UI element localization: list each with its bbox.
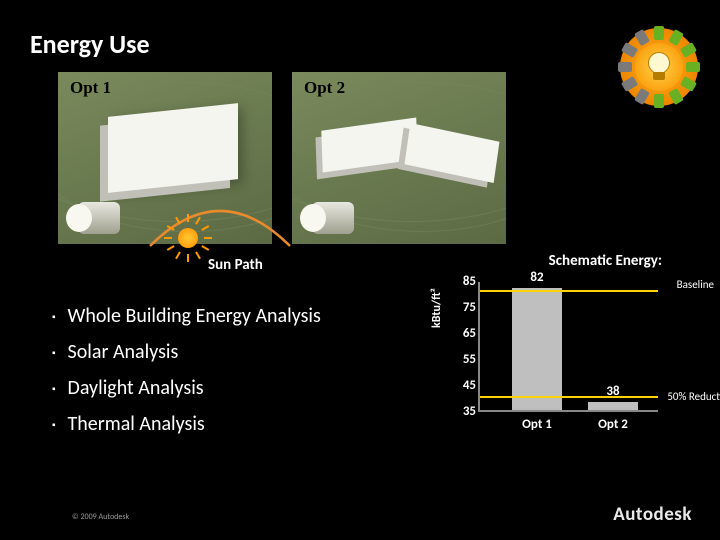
- xtick: Opt 2: [588, 417, 638, 432]
- ytick: 85: [452, 274, 476, 289]
- list-item: Whole Building Energy Analysis: [52, 300, 321, 332]
- baseline-annot: Baseline: [677, 278, 714, 291]
- list-item: Solar Analysis: [52, 336, 321, 368]
- ytick: 65: [452, 326, 476, 341]
- opt1-label: Opt 1: [70, 78, 111, 98]
- energy-badge: [620, 28, 698, 106]
- chart-plot: 85756555453582Opt 138Opt 2: [478, 282, 658, 412]
- schematic-energy-chart: kBtu/ft² 85756555453582Opt 138Opt 2 Base…: [442, 282, 684, 450]
- analysis-list: Whole Building Energy Analysis Solar Ana…: [52, 300, 321, 444]
- xtick: Opt 1: [512, 417, 562, 432]
- ytick: 75: [452, 300, 476, 315]
- bar-value: 82: [512, 270, 562, 285]
- schematic-label: Schematic Energy:: [549, 252, 662, 270]
- cylinder-2: [312, 202, 354, 234]
- building-mass-1: [108, 103, 238, 193]
- badge-inner: [635, 43, 683, 91]
- page-title: Energy Use: [30, 28, 150, 60]
- list-item: Daylight Analysis: [52, 372, 321, 404]
- opt1-panel: Opt 1: [58, 72, 272, 244]
- reduction-line: [480, 396, 658, 398]
- brand-logo: Autodesk: [613, 503, 692, 526]
- sun-icon: [178, 228, 198, 248]
- opt2-label: Opt 2: [304, 78, 345, 98]
- list-item: Thermal Analysis: [52, 408, 321, 440]
- options-row: Opt 1 Opt 2: [58, 72, 506, 244]
- ytick: 45: [452, 378, 476, 393]
- copyright: © 2009 Autodesk: [72, 512, 129, 522]
- cylinder-1: [78, 202, 120, 234]
- bar: 38: [588, 402, 638, 410]
- reduction-annot: 50% Reduction: [667, 390, 720, 403]
- yaxis-label: kBtu/ft²: [430, 288, 444, 328]
- baseline-line: [480, 290, 658, 292]
- opt2-panel: Opt 2: [292, 72, 506, 244]
- bar: 82: [512, 288, 562, 410]
- ytick: 55: [452, 352, 476, 367]
- lightbulb-icon: [648, 52, 670, 82]
- sunpath-label: Sun Path: [208, 256, 263, 274]
- ytick: 35: [452, 404, 476, 419]
